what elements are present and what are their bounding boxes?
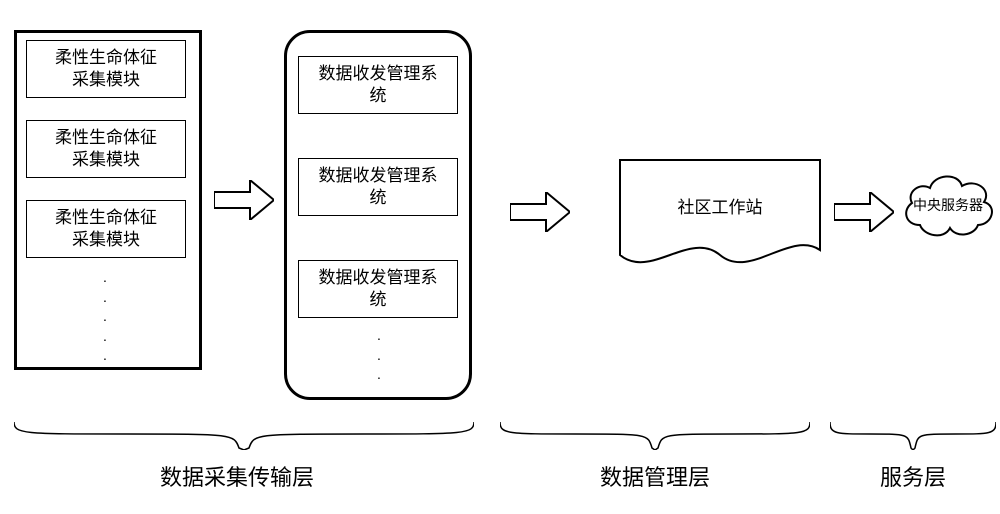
arrow-icon [510,192,570,232]
data-system-box: 数据收发管理系 统 [298,56,458,114]
brace-icon [500,420,810,450]
data-system-line1: 数据收发管理系 [319,64,438,83]
collection-module-line2: 采集模块 [72,230,140,249]
data-system-box: 数据收发管理系 统 [298,260,458,318]
collection-module-box: 柔性生命体征 采集模块 [26,200,186,258]
community-workstation-label: 社区工作站 [620,160,820,250]
arrow-icon [214,180,274,220]
collection-module-line2: 采集模块 [72,150,140,169]
brace-icon [14,420,474,450]
brace-icon [830,420,996,450]
collection-module-line1: 柔性生命体征 [55,48,157,67]
data-system-box: 数据收发管理系 统 [298,158,458,216]
data-system-line2: 统 [370,86,387,105]
central-server-cloud: 中央服务器 [900,170,996,240]
data-system-line2: 统 [370,290,387,309]
diagram-canvas: 柔性生命体征 采集模块 柔性生命体征 采集模块 柔性生命体征 采集模块 ....… [0,0,1000,514]
layer-label-collection: 数据采集传输层 [160,460,314,492]
collection-module-line2: 采集模块 [72,70,140,89]
collection-module-box: 柔性生命体征 采集模块 [26,40,186,98]
collection-module-line1: 柔性生命体征 [55,208,157,227]
arrow-icon [834,192,894,232]
data-system-line1: 数据收发管理系 [319,166,438,185]
ellipsis-dots: .... [374,326,384,404]
collection-module-line1: 柔性生命体征 [55,128,157,147]
data-system-line1: 数据收发管理系 [319,268,438,287]
data-system-line2: 统 [370,188,387,207]
ellipsis-dots: ..... [100,268,110,366]
layer-label-management: 数据管理层 [600,460,710,492]
layer-label-service: 服务层 [880,460,946,492]
community-workstation-shape: 社区工作站 [620,160,820,270]
central-server-label: 中央服务器 [900,170,996,240]
collection-module-box: 柔性生命体征 采集模块 [26,120,186,178]
